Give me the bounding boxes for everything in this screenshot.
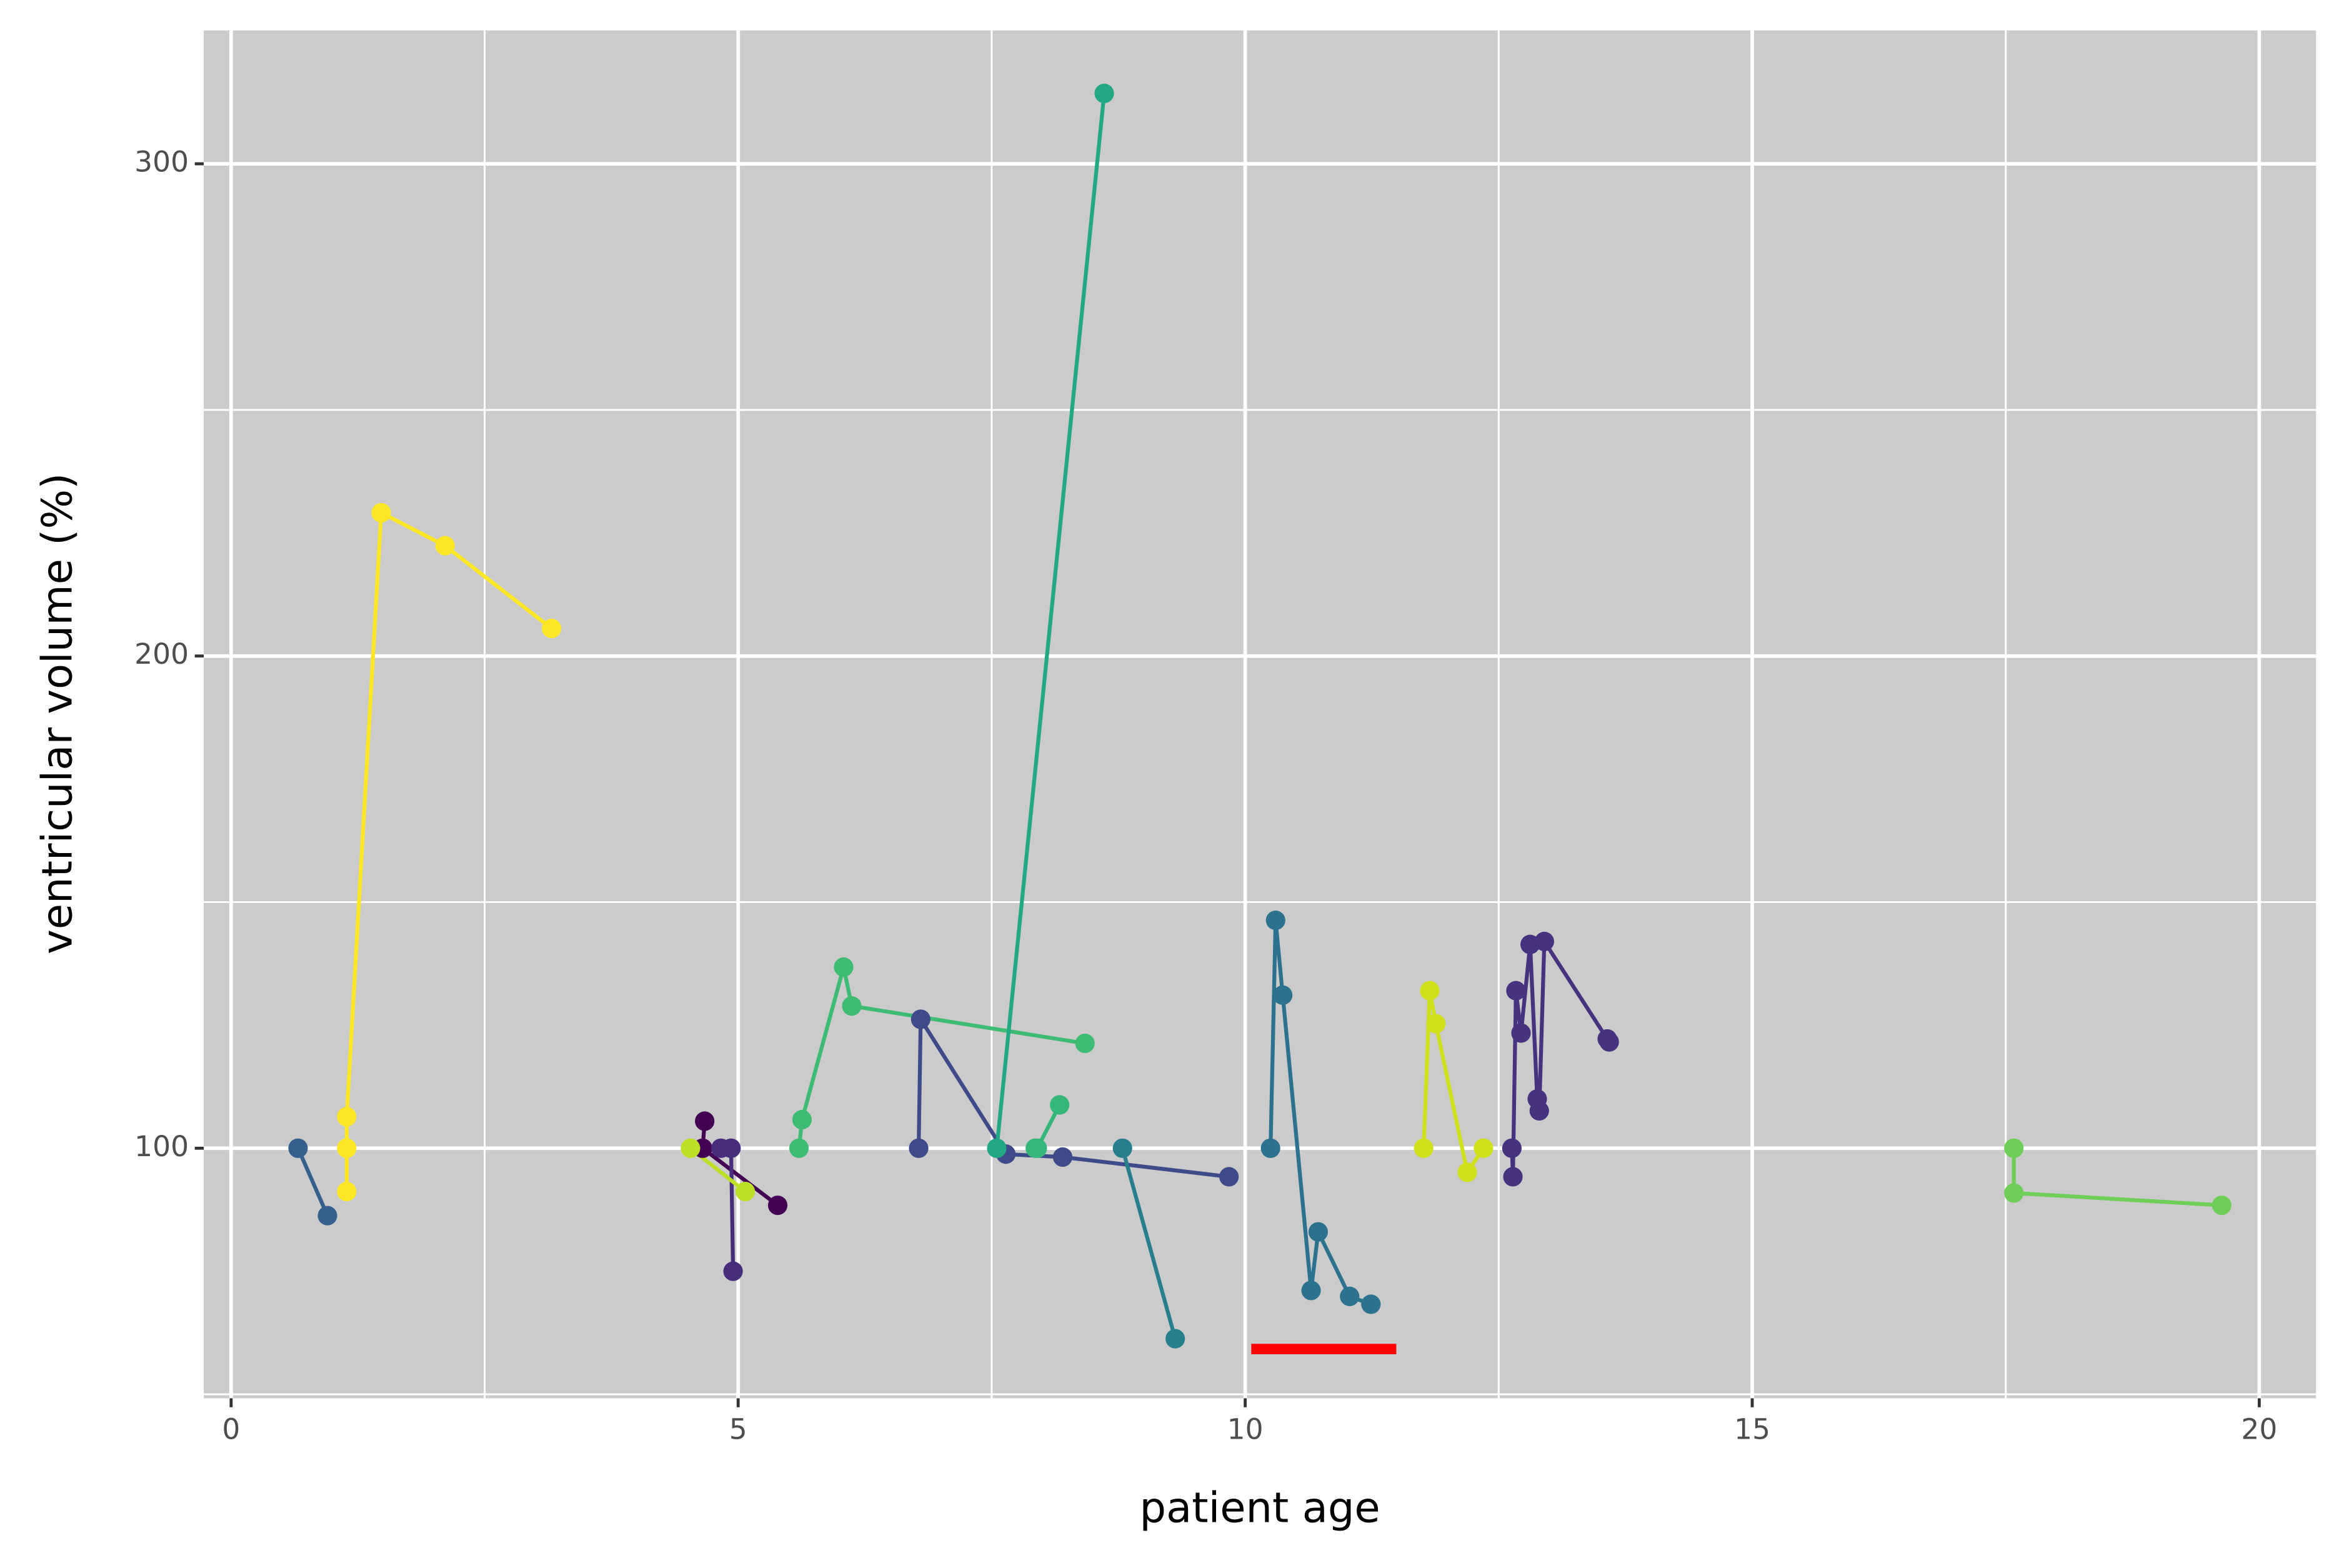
data-point: [723, 1261, 743, 1281]
data-point: [1474, 1138, 1494, 1158]
data-point: [1414, 1138, 1434, 1158]
data-point: [1050, 1095, 1070, 1115]
data-point: [1529, 1101, 1549, 1121]
y-tick-label: 100: [134, 1130, 189, 1163]
data-point: [1503, 1167, 1523, 1187]
data-point: [1361, 1294, 1381, 1314]
data-point: [337, 1107, 357, 1127]
data-point: [1599, 1032, 1619, 1052]
data-point: [371, 502, 391, 523]
data-point: [1094, 83, 1114, 104]
data-point: [767, 1196, 788, 1216]
data-point: [2004, 1183, 2024, 1203]
data-point: [987, 1138, 1007, 1158]
data-point: [1420, 981, 1440, 1001]
series-line: [1120, 1147, 1177, 1339]
data-point: [792, 1110, 812, 1130]
data-point: [1457, 1162, 1477, 1182]
x-axis-title: patient age: [1140, 1484, 1380, 1532]
data-point: [1340, 1286, 1360, 1306]
data-point: [1506, 981, 1526, 1001]
data-point: [1301, 1281, 1321, 1301]
y-axis-title: ventricular volume (%): [32, 473, 81, 954]
series-line: [1510, 935, 1611, 1177]
data-point: [317, 1206, 337, 1226]
data-point: [910, 1009, 930, 1029]
data-point: [1260, 1138, 1280, 1158]
data-point: [1075, 1033, 1095, 1054]
data-point: [337, 1138, 357, 1158]
data-point: [1534, 931, 1554, 952]
data-point: [1308, 1222, 1329, 1242]
data-point: [842, 996, 862, 1016]
data-point: [834, 957, 854, 977]
plot-background: [204, 30, 2317, 1399]
x-tick-label: 5: [729, 1413, 747, 1446]
x-tick-label: 10: [1227, 1413, 1264, 1446]
data-point: [1265, 911, 1285, 931]
data-point: [695, 1111, 715, 1131]
data-point: [1027, 1138, 1047, 1158]
y-tick-label: 300: [134, 146, 189, 179]
data-point: [1112, 1138, 1132, 1158]
data-point: [1426, 1014, 1446, 1034]
x-tick-label: 15: [1734, 1413, 1770, 1446]
data-point: [1502, 1138, 1522, 1158]
data-point: [1511, 1023, 1531, 1043]
series-line: [994, 93, 1107, 1149]
data-point: [1219, 1167, 1239, 1187]
data-point: [721, 1138, 741, 1158]
x-tick-label: 20: [2241, 1413, 2277, 1446]
data-point: [288, 1138, 308, 1158]
series-line: [296, 1147, 329, 1217]
x-tick-label: 0: [222, 1413, 240, 1446]
data-point: [1273, 985, 1293, 1005]
data-point: [1165, 1329, 1185, 1349]
data-point: [681, 1138, 701, 1158]
data-point: [337, 1182, 357, 1202]
y-tick-label: 200: [134, 637, 189, 671]
data-point: [542, 619, 562, 639]
data-point: [2212, 1196, 2232, 1216]
data-point: [1052, 1147, 1073, 1167]
data-point: [435, 536, 455, 556]
data-point: [2004, 1138, 2024, 1158]
data-point: [909, 1138, 929, 1158]
data-point: [789, 1138, 809, 1158]
data-point: [736, 1182, 756, 1202]
